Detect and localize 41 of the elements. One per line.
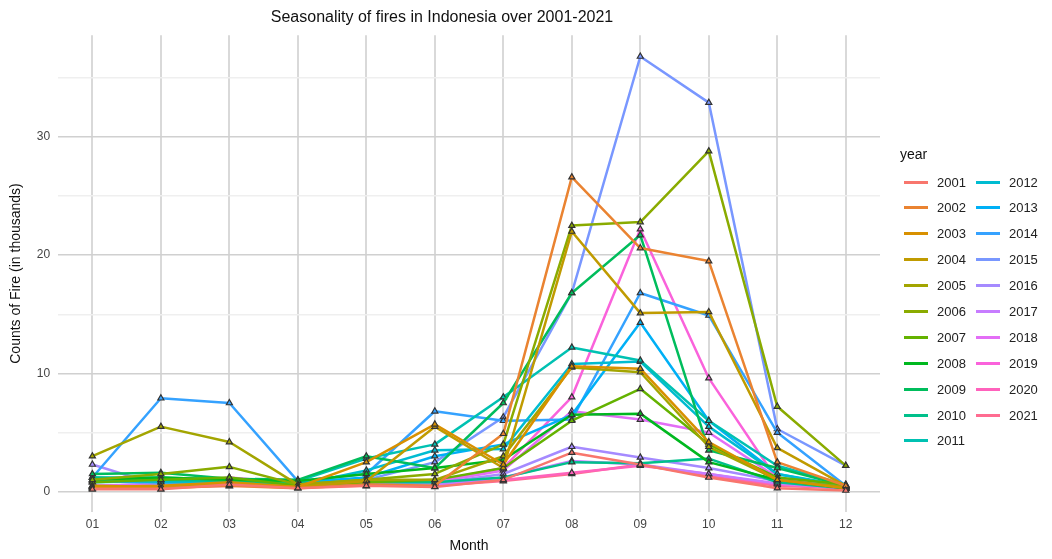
x-tick-label: 02 (154, 517, 168, 532)
legend-label: 2014 (1008, 226, 1038, 242)
legend-label: 2010 (937, 407, 966, 423)
legend-label: 2015 (1008, 252, 1038, 268)
x-tick-label: 07 (496, 517, 511, 532)
legend-label: 2013 (1008, 200, 1038, 216)
x-tick-label: 03 (222, 517, 237, 532)
y-tick-label: 30 (36, 129, 51, 144)
y-tick-label: 0 (43, 484, 51, 499)
legend-title: year (900, 146, 929, 162)
x-tick-label: 08 (565, 517, 579, 532)
legend-label: 2005 (937, 278, 966, 294)
legend-label: 2021 (1008, 407, 1038, 423)
legend-label: 2012 (1008, 174, 1038, 190)
legend-label: 2011 (937, 433, 965, 449)
x-axis-title: Month (449, 537, 489, 554)
legend-label: 2007 (937, 329, 966, 345)
legend-label: 2009 (937, 381, 966, 397)
x-tick-label: 01 (85, 517, 100, 532)
legend-label: 2008 (937, 355, 966, 371)
y-tick-label: 20 (36, 247, 51, 262)
legend-label: 2006 (937, 303, 966, 319)
legend-label: 2003 (937, 226, 966, 242)
legend-label: 2004 (937, 252, 966, 268)
x-tick-label: 09 (633, 517, 648, 532)
x-tick-label: 06 (428, 517, 442, 532)
y-tick-label: 10 (36, 365, 51, 380)
chart-title: Seasonality of fires in Indonesia over 2001-2021 (270, 8, 614, 26)
x-tick-label: 04 (291, 517, 305, 532)
legend-label: 2020 (1008, 381, 1038, 397)
x-tick-label: 11 (771, 517, 784, 532)
x-tick-label: 05 (359, 517, 374, 532)
legend-label: 2017 (1008, 303, 1038, 319)
legend-label: 2016 (1008, 278, 1038, 294)
legend-label: 2002 (937, 200, 966, 216)
legend-label: 2019 (1008, 355, 1038, 371)
legend-label: 2001 (937, 174, 966, 190)
y-axis-title: Counts of Fire (in thousands) (7, 183, 24, 364)
x-tick-label: 12 (839, 517, 853, 532)
legend-label: 2018 (1008, 329, 1038, 345)
x-tick-label: 10 (702, 517, 716, 532)
